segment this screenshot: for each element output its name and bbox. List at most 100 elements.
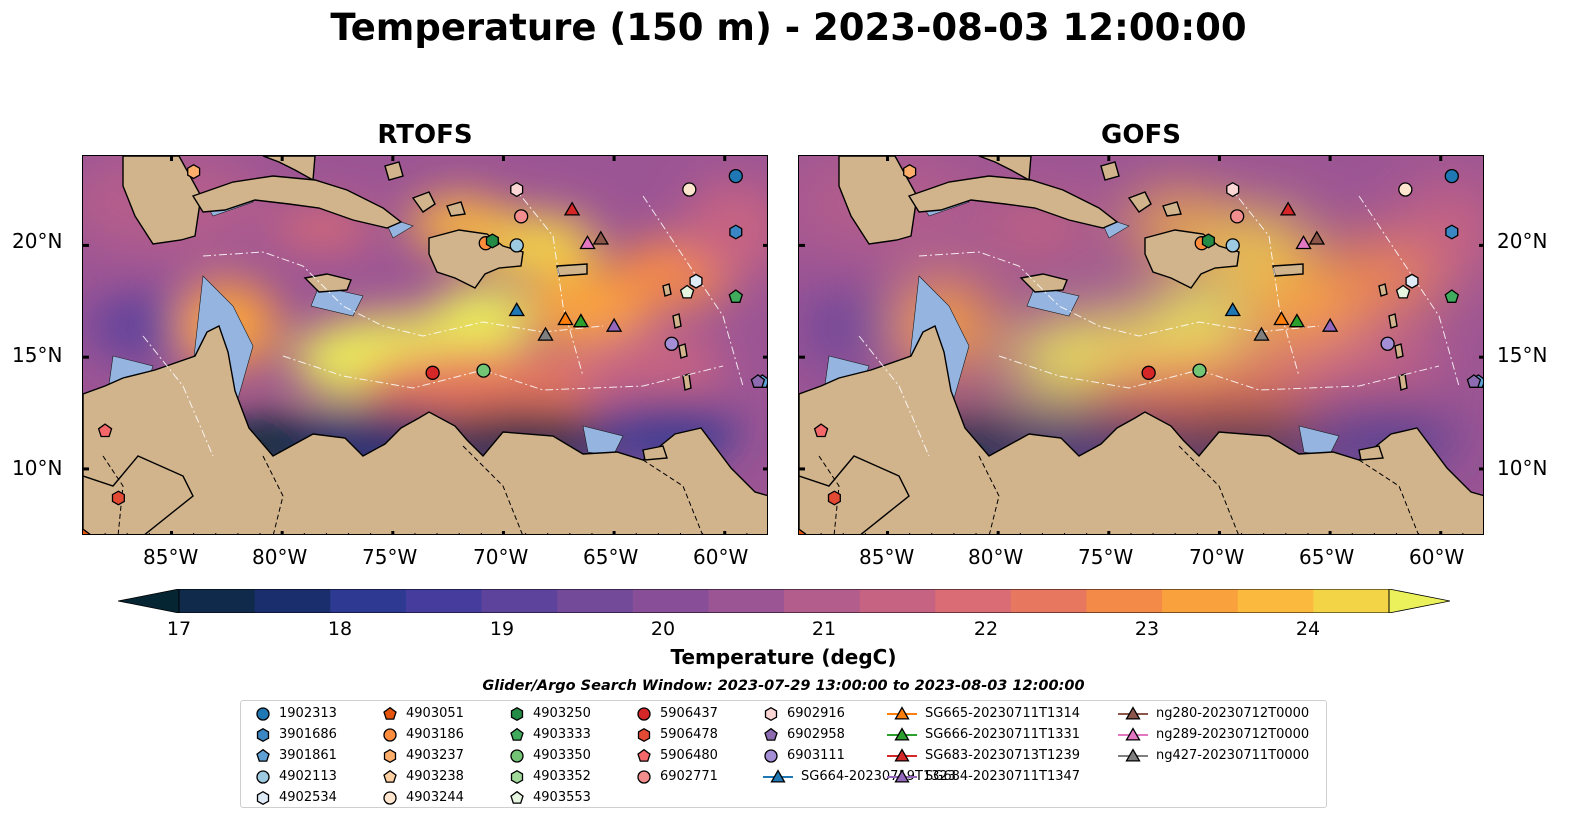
colorbar-tick-label: 21 [811,618,837,640]
legend-item: SG684-20230711T1347 [887,766,1080,787]
legend-label: 4903350 [533,748,591,763]
country-border [818,455,840,534]
land-mass [446,201,466,217]
legend-label: 4903051 [406,706,464,721]
map-marker-3901686 [1445,224,1459,240]
legend-label: 1902313 [279,706,337,721]
map-marker-ng289-20230712T0000 [1295,235,1312,250]
map-canvas [83,156,767,534]
colorbar-segment [179,589,256,613]
colorbar [117,588,1451,614]
lat-label-15n-right: 15°N [1497,343,1548,367]
lon-label-80w: 80°W [252,545,308,569]
legend-item: 6902771 [636,766,718,787]
land-mass [1358,445,1384,461]
legend-item: SG683-20230713T1239 [887,745,1080,766]
land-mass [303,273,352,293]
legend-item: 6903111 [763,745,845,766]
map-marker-6902771 [1230,209,1245,224]
circle-marker-icon [764,748,778,763]
hexagon-marker-icon [637,727,651,742]
lon-label-60w: 60°W [1409,545,1465,569]
circle-marker-icon [256,706,270,721]
lon-label-80w: 80°W [968,545,1024,569]
legend-item: 4903352 [509,766,591,787]
legend-label: 4903333 [533,727,591,742]
eez-boundary [1358,195,1460,387]
legend-label: 5906437 [660,706,718,721]
map-marker-5906437 [1141,365,1156,380]
map-marker-SG664-20230719T1323 [1224,302,1241,317]
legend-item: 5906478 [636,724,718,745]
land-mass [1388,313,1398,329]
legend-item: 4903350 [509,745,591,766]
pentagon-marker-icon [383,706,397,720]
shallow-shelf [310,285,364,317]
country-border [102,455,124,534]
country-border [1358,459,1419,534]
map-panel-gofs[interactable] [798,155,1484,535]
pentagon-marker-icon [383,769,397,783]
land-mass [1019,273,1068,293]
land-mass [191,175,403,229]
land-mass [662,283,672,297]
colorbar-segment [481,589,558,613]
map-marker-ng280-20230712T0000 [592,230,610,245]
triangle-marker-icon [887,705,917,720]
land-mass [907,175,1119,229]
legend-label: 5906480 [660,748,718,763]
lat-label-10n-left: 10°N [12,456,63,480]
legend-item: 4903250 [509,703,591,724]
map-marker-5906480 [813,423,829,438]
pentagon-marker-icon [637,748,651,762]
legend-item: 5906437 [636,703,718,724]
colorbar-tick-label: 17 [166,618,192,640]
land-mass [1398,373,1408,391]
legend-item: SG664-20230719T1323 [763,766,956,787]
map-panel-rtofs[interactable] [82,155,768,535]
lon-label-75w: 75°W [1078,545,1134,569]
hexagon-marker-icon [383,748,397,763]
legend-label: SG666-20230711T1331 [925,727,1081,742]
land-mass [411,191,436,213]
country-border [462,445,523,534]
map-marker-SG664-20230719T1323 [508,302,525,317]
eez-boundary [1228,185,1300,377]
legend-label: 6902958 [787,727,845,742]
shallow-shelf [1026,285,1080,317]
legend-item: SG666-20230711T1331 [887,724,1080,745]
legend-item: 4903238 [382,766,464,787]
legend-item: 4903051 [382,703,464,724]
lon-label-70w: 70°W [1189,545,1245,569]
eez-boundary [142,335,214,457]
colorbar-segment [632,589,709,613]
map-marker-4903051 [83,528,91,534]
legend-label: 4903238 [406,769,464,784]
legend-label: SG683-20230713T1239 [925,748,1081,763]
legend-label: 5906478 [660,727,718,742]
eez-boundary [512,185,584,377]
lat-label-10n-right: 10°N [1497,456,1548,480]
pentagon-marker-icon [510,790,524,804]
legend-item: ng427-20230711T0000 [1118,745,1309,766]
colorbar-segment [405,589,482,613]
lon-label-85w: 85°W [859,545,915,569]
land-mass [1162,201,1182,217]
legend-label: 6902916 [787,706,845,721]
colorbar-graphic [117,588,1451,614]
legend-item: 1902313 [255,703,337,724]
map-marker-4903244 [682,182,697,197]
colorbar-segment [557,589,634,613]
colorbar-tick-label: 22 [973,618,999,640]
legend-item: 6902916 [763,703,845,724]
map-marker-6902958 [750,374,766,388]
map-marker-SG666-20230711T1331 [1288,313,1306,328]
colorbar-segment [1010,589,1087,613]
hexagon-marker-icon [764,706,778,721]
colorbar-tick-label: 20 [650,618,676,640]
map-marker-ng427-20230711T0000 [1253,326,1270,341]
map-marker-4902113 [509,238,524,253]
map-marker-4903333 [728,289,744,303]
colorbar-segment [859,589,936,613]
colorbar-segment [784,589,861,613]
